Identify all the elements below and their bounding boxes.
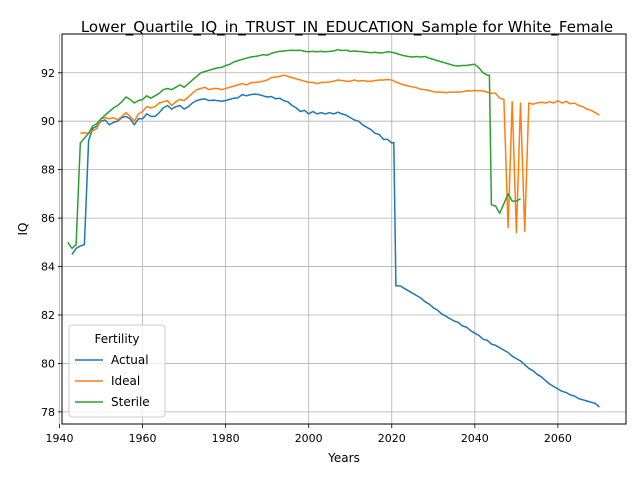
y-tick-label: 82 — [41, 309, 55, 322]
legend-label-actual: Actual — [111, 353, 149, 367]
y-tick-label: 78 — [41, 406, 55, 419]
series-line-sterile — [67, 48, 521, 250]
series-line-actual — [71, 93, 600, 408]
x-tick-label: 2000 — [295, 432, 323, 445]
chart-title: Lower_Quartile_IQ_in_TRUST_IN_EDUCATION_… — [81, 18, 613, 37]
x-tick-label: 1960 — [129, 432, 157, 445]
legend-title: Fertility — [94, 332, 139, 346]
legend: Fertility Actual Ideal Sterile — [68, 324, 166, 418]
x-tick-label: 2040 — [461, 432, 489, 445]
legend-box — [68, 324, 166, 418]
y-axis-label: IQ — [16, 223, 30, 236]
y-tick-label: 86 — [41, 212, 55, 225]
y-tick-label: 80 — [41, 357, 55, 370]
x-tick-label: 2060 — [544, 432, 572, 445]
axis-ticks: 1940 1960 1980 2000 2020 2040 2060 78 80 82 84 86 88… — [41, 67, 572, 445]
x-tick-label: 2020 — [378, 432, 406, 445]
legend-label-sterile: Sterile — [111, 395, 150, 409]
y-tick-label: 84 — [41, 261, 55, 274]
y-tick-label: 88 — [41, 164, 55, 177]
x-tick-label: 1940 — [46, 432, 74, 445]
x-axis-label: Years — [327, 451, 360, 465]
legend-label-ideal: Ideal — [111, 374, 140, 388]
plot-area-frame — [61, 33, 627, 425]
series-line-ideal — [80, 74, 600, 234]
y-tick-label: 92 — [41, 67, 55, 80]
y-tick-label: 90 — [41, 115, 55, 128]
x-tick-label: 1980 — [212, 432, 240, 445]
series-lines — [67, 48, 600, 408]
